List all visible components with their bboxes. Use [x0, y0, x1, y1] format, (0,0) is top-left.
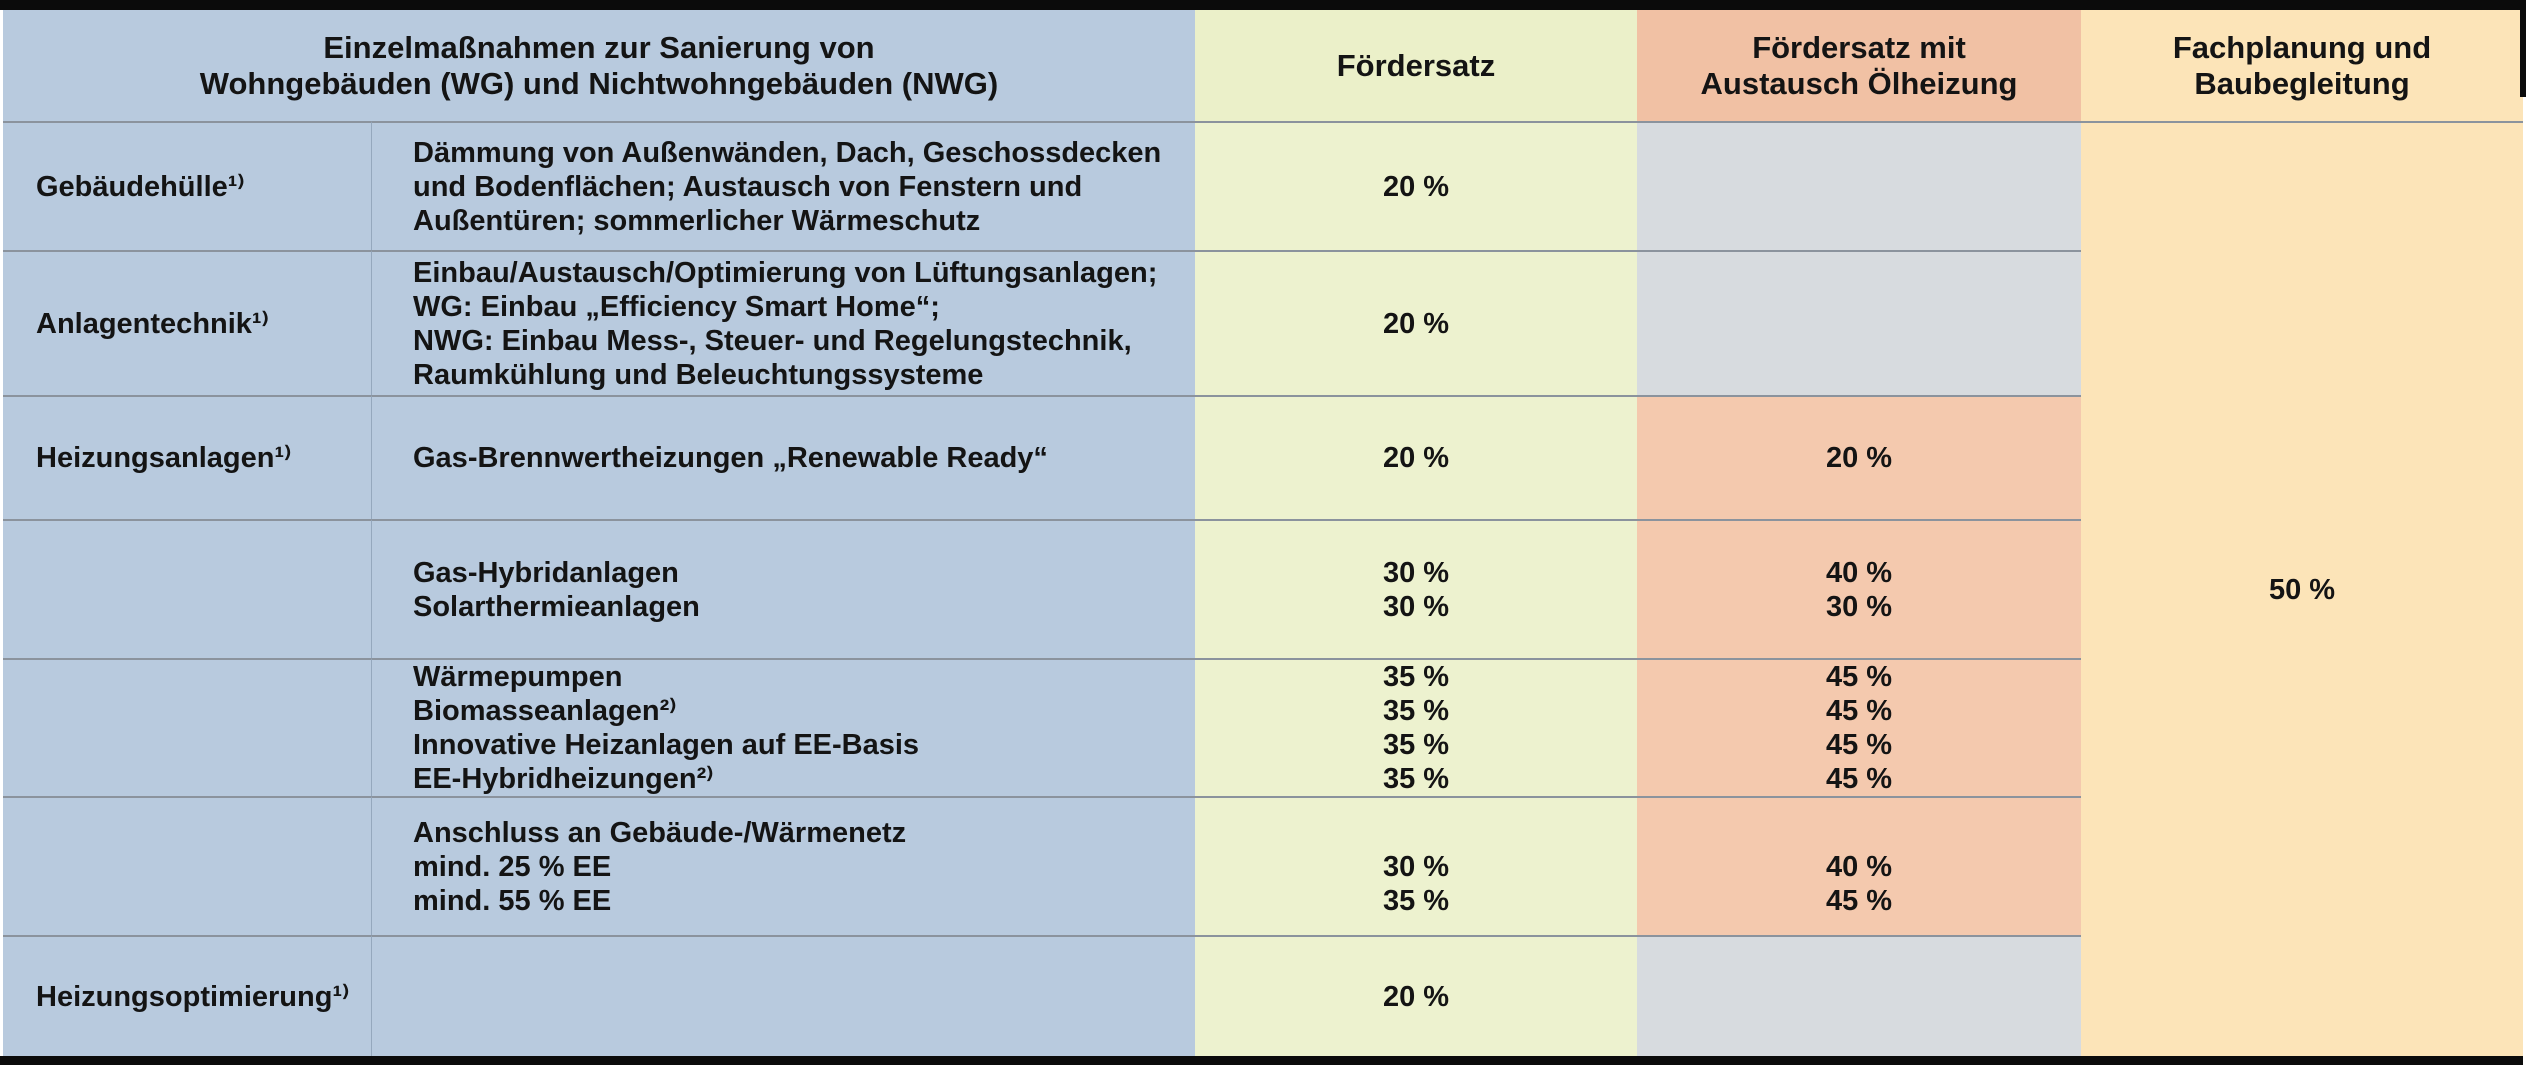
- row-waermepumpen-description: Wärmepumpen Biomasseanlagen²⁾ Innovative…: [372, 658, 1195, 796]
- row-heizungsanlagen-category: Heizungsanlagen¹⁾: [3, 395, 372, 519]
- row-heizungsanlagen-rate: 20 %: [1195, 395, 1637, 519]
- header-fachplanung: Fachplanung und Baubegleitung: [2081, 10, 2523, 121]
- row-waermenetz-category: [3, 796, 372, 935]
- header-foerdersatz-oelheizung: Fördersatz mit Austausch Ölheizung: [1637, 10, 2081, 121]
- row-heizungsanlagen-rate-oil: 20 %: [1637, 395, 2081, 519]
- bottom-border-bar: [0, 1056, 2523, 1065]
- row-anlagentechnik-rate: 20 %: [1195, 250, 1637, 395]
- row-heizungsoptimierung-category: Heizungsoptimierung¹⁾: [3, 935, 372, 1056]
- row-gebaeudehuelle-rate: 20 %: [1195, 121, 1637, 250]
- row-waermenetz-description: Anschluss an Gebäude-/Wärmenetz mind. 25…: [372, 796, 1195, 935]
- row-waermenetz-rate-oil: 40 % 45 %: [1637, 796, 2081, 935]
- row-heizungsanlagen-description: Gas-Brennwertheizungen „Renewable Ready“: [372, 395, 1195, 519]
- row-gas-hybrid-description: Gas-Hybridanlagen Solarthermieanlagen: [372, 519, 1195, 658]
- row-gas-hybrid-rate: 30 % 30 %: [1195, 519, 1637, 658]
- row-waermepumpen-rate-oil: 45 % 45 % 45 % 45 %: [1637, 658, 2081, 796]
- top-border-bar: [0, 0, 2526, 10]
- row-gebaeudehuelle-rate-oil-empty: [1637, 121, 2081, 250]
- row-heizungsoptimierung-rate: 20 %: [1195, 935, 1637, 1056]
- row-waermepumpen-category: [3, 658, 372, 796]
- header-measures: Einzelmaßnahmen zur Sanierung von Wohnge…: [3, 10, 1195, 121]
- row-anlagentechnik-rate-oil-empty: [1637, 250, 2081, 395]
- row-anlagentechnik-category: Anlagentechnik¹⁾: [3, 250, 372, 395]
- row-gas-hybrid-category: [3, 519, 372, 658]
- row-anlagentechnik-description: Einbau/Austausch/Optimierung von Lüftung…: [372, 250, 1195, 395]
- top-right-border-edge: [2520, 10, 2526, 97]
- row-heizungsoptimierung-rate-oil-empty: [1637, 935, 2081, 1056]
- row-gas-hybrid-rate-oil: 40 % 30 %: [1637, 519, 2081, 658]
- row-gebaeudehuelle-description: Dämmung von Außenwänden, Dach, Geschossd…: [372, 121, 1195, 250]
- row-waermepumpen-rate: 35 % 35 % 35 % 35 %: [1195, 658, 1637, 796]
- header-foerdersatz: Fördersatz: [1195, 10, 1637, 121]
- planning-merged-cell: 50 %: [2081, 121, 2523, 1056]
- row-heizungsoptimierung-description: [372, 935, 1195, 1056]
- funding-table: Einzelmaßnahmen zur Sanierung von Wohnge…: [3, 10, 2523, 1056]
- row-waermenetz-rate: 30 % 35 %: [1195, 796, 1637, 935]
- row-gebaeudehuelle-category: Gebäudehülle¹⁾: [3, 121, 372, 250]
